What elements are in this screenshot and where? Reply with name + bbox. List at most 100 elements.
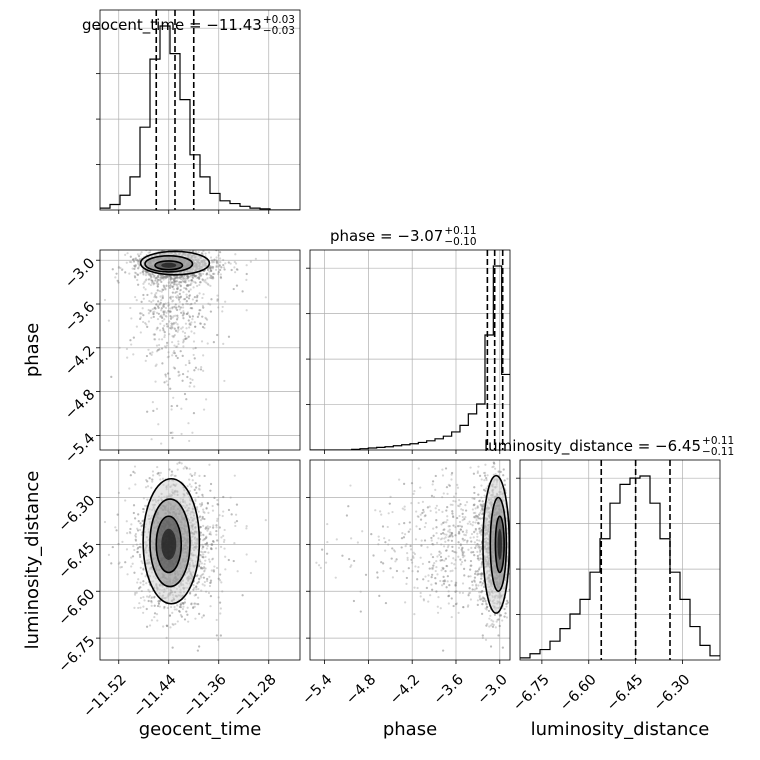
sample-point bbox=[201, 315, 204, 318]
sample-point bbox=[193, 302, 197, 305]
sample-point bbox=[144, 359, 147, 362]
sample-point bbox=[181, 601, 185, 605]
sample-point bbox=[103, 298, 107, 302]
sample-point bbox=[202, 408, 206, 411]
x-tick-label: −4.2 bbox=[387, 672, 423, 708]
sample-point bbox=[136, 278, 139, 282]
sample-point bbox=[185, 466, 188, 469]
sample-point bbox=[209, 266, 213, 269]
sample-point bbox=[134, 534, 137, 537]
sample-point bbox=[164, 275, 167, 279]
sample-point bbox=[198, 503, 202, 506]
sample-point bbox=[162, 276, 165, 279]
sample-point bbox=[185, 300, 188, 303]
sample-point bbox=[142, 314, 145, 317]
sample-point bbox=[218, 264, 221, 267]
sample-point bbox=[144, 279, 147, 282]
sample-point bbox=[169, 326, 172, 330]
sample-point bbox=[181, 354, 184, 357]
sample-point bbox=[201, 253, 204, 256]
sample-point bbox=[230, 268, 233, 272]
sample-point bbox=[129, 339, 132, 342]
sample-point bbox=[193, 602, 196, 605]
sample-point bbox=[152, 299, 155, 302]
sample-point bbox=[158, 599, 161, 602]
panel-luminosity_distance-vs-luminosity_distance: −6.75 −6.60 −6.45 −6.30 bbox=[510, 459, 721, 714]
sample-point bbox=[181, 275, 184, 278]
sample-point bbox=[142, 567, 145, 570]
sample-point bbox=[182, 290, 185, 294]
sample-point bbox=[161, 288, 164, 291]
sample-point bbox=[166, 372, 170, 375]
sample-point bbox=[183, 618, 187, 621]
sample-point bbox=[152, 315, 155, 318]
sample-point bbox=[191, 315, 194, 318]
sample-point bbox=[190, 602, 193, 605]
sample-point bbox=[209, 269, 213, 272]
sample-point bbox=[166, 275, 169, 278]
sample-point bbox=[203, 567, 206, 570]
sample-point bbox=[215, 259, 218, 262]
sample-point bbox=[156, 619, 159, 622]
sample-point bbox=[183, 335, 187, 338]
sample-point bbox=[190, 279, 193, 282]
sample-point bbox=[176, 294, 179, 297]
sample-point bbox=[186, 312, 189, 315]
sample-point bbox=[264, 519, 267, 522]
sample-point bbox=[137, 259, 140, 263]
sample-point bbox=[195, 274, 198, 277]
sample-point bbox=[156, 326, 159, 329]
sample-point bbox=[179, 288, 183, 292]
sample-point bbox=[167, 309, 170, 313]
sample-point bbox=[254, 560, 257, 563]
sample-point bbox=[170, 327, 173, 330]
sample-point bbox=[107, 553, 111, 556]
sample-point bbox=[147, 308, 150, 312]
sample-point bbox=[169, 275, 172, 278]
panel-geocent_time-vs-geocent_time bbox=[96, 9, 301, 214]
sample-point bbox=[135, 543, 138, 546]
sample-point bbox=[160, 309, 163, 312]
sample-point bbox=[148, 477, 151, 480]
sample-point bbox=[218, 251, 222, 254]
sample-point bbox=[117, 562, 120, 565]
sample-point bbox=[149, 310, 152, 313]
sample-point bbox=[176, 462, 179, 465]
sample-point bbox=[183, 598, 187, 601]
sample-point bbox=[158, 348, 161, 351]
sample-point bbox=[168, 468, 171, 471]
sample-point bbox=[170, 404, 173, 408]
sample-point bbox=[349, 565, 352, 569]
sample-point bbox=[159, 322, 162, 325]
sample-point bbox=[182, 275, 185, 278]
sample-point bbox=[195, 486, 198, 489]
sample-point bbox=[187, 335, 190, 338]
sample-point bbox=[175, 284, 178, 287]
sample-point bbox=[198, 275, 202, 278]
sample-point bbox=[201, 543, 204, 547]
sample-point bbox=[195, 299, 199, 302]
sample-point bbox=[211, 557, 215, 560]
sample-point bbox=[156, 280, 159, 283]
sample-point bbox=[173, 367, 176, 370]
sample-point bbox=[201, 555, 205, 559]
sample-point bbox=[212, 568, 215, 572]
sample-point bbox=[156, 349, 160, 352]
sample-point bbox=[204, 537, 207, 540]
sample-point bbox=[174, 329, 178, 332]
sample-point bbox=[150, 604, 153, 607]
sample-point bbox=[190, 485, 193, 488]
sample-point bbox=[478, 545, 481, 548]
sample-point bbox=[204, 527, 207, 530]
sample-point bbox=[191, 273, 194, 276]
sample-point bbox=[133, 265, 137, 268]
sample-point bbox=[197, 564, 201, 568]
sample-point bbox=[172, 623, 175, 626]
sample-point bbox=[147, 320, 151, 323]
sample-point bbox=[147, 278, 151, 281]
sample-point bbox=[153, 306, 157, 309]
sample-point bbox=[204, 550, 207, 554]
sample-point bbox=[133, 271, 137, 274]
sample-point bbox=[218, 264, 221, 267]
sample-point bbox=[195, 575, 198, 578]
